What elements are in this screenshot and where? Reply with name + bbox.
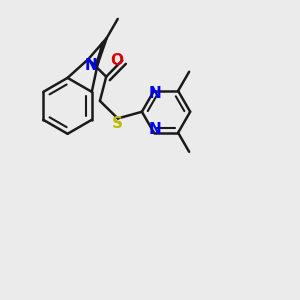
Text: O: O (110, 53, 124, 68)
Text: S: S (112, 116, 123, 131)
Text: N: N (149, 86, 162, 101)
Text: N: N (84, 58, 97, 73)
Text: N: N (149, 122, 162, 137)
